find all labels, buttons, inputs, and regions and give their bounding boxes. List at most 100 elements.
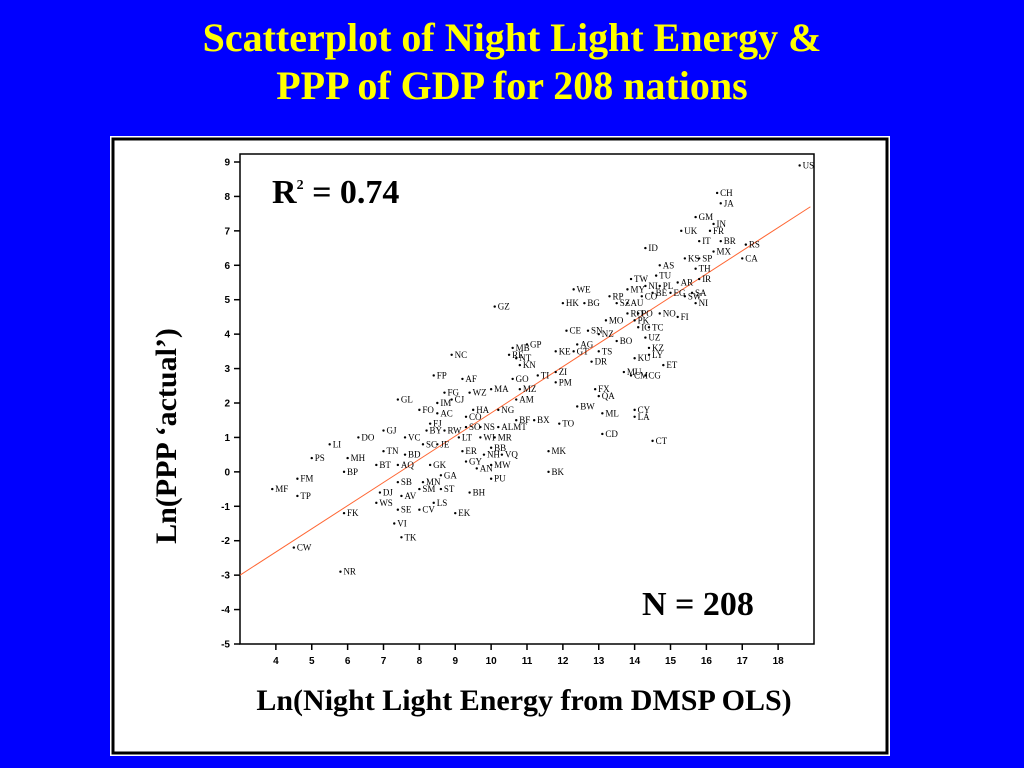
data-point-fo (418, 408, 421, 412)
point-label: GO (516, 374, 529, 384)
page-title: Scatterplot of Night Light Energy & PPP … (0, 14, 1024, 110)
data-point-po (637, 312, 640, 315)
data-point-bg (583, 301, 586, 305)
point-label: SN (591, 326, 603, 336)
point-label: BP (347, 467, 358, 477)
data-point-ag (576, 343, 579, 346)
data-point-mw (489, 463, 493, 467)
data-point-vq (500, 453, 504, 456)
data-point-cv (418, 508, 421, 511)
data-point-je (436, 443, 439, 446)
point-label: KS (688, 253, 700, 263)
point-label: MW (494, 460, 511, 470)
data-point-fr (708, 229, 712, 233)
data-point-li (328, 443, 331, 446)
data-point-ml (601, 412, 604, 415)
x-tick-label: 15 (665, 656, 677, 667)
point-label: HK (566, 298, 579, 308)
data-point-re (507, 353, 511, 356)
point-label: DJ (383, 488, 393, 498)
point-label: GT (577, 346, 589, 356)
data-point-gj (382, 429, 385, 432)
point-label: CA (745, 253, 758, 263)
point-label: MX (717, 247, 732, 257)
data-point-la (633, 415, 636, 418)
point-label: BB (494, 443, 506, 453)
data-point-ku (633, 357, 636, 360)
point-label: PS (315, 453, 325, 463)
data-point-bf (515, 419, 518, 422)
data-point-mf (271, 487, 274, 491)
data-point-fg (443, 391, 446, 394)
data-point-mn (421, 480, 425, 484)
point-label: SP (702, 253, 712, 263)
chart-panel: 9 8 7 6 5 4 3 2 1 0 -1 -2 -3 -4 -5 4 5 6 7 8 9 10 11 12 13 14 15 16… (110, 136, 890, 756)
point-label: SB (401, 477, 412, 487)
data-point-do (357, 436, 360, 439)
point-label: LT (462, 432, 473, 442)
data-point-bw (576, 405, 579, 408)
point-label: BH (473, 488, 486, 498)
data-point-ch (715, 191, 719, 195)
x-tick-label: 14 (629, 656, 641, 667)
data-point-dj (378, 491, 382, 494)
data-point-ke (554, 350, 557, 353)
data-point-tp (296, 494, 299, 498)
point-label: SM (422, 484, 435, 494)
data-point-th (694, 267, 697, 270)
data-point-pk (633, 319, 636, 322)
data-point-am (515, 398, 518, 401)
data-point-uz (644, 336, 647, 339)
point-label: RS (749, 240, 760, 250)
y-axis-label: Ln(PPP ‘actual’) (150, 328, 183, 544)
point-label: FX (598, 384, 610, 394)
point-label: RE (512, 350, 524, 360)
y-tick-label: 4 (224, 330, 230, 341)
point-label: AU (630, 298, 643, 308)
point-label: MN (426, 477, 441, 487)
y-tick-label: 7 (224, 226, 230, 237)
title-line-1: Scatterplot of Night Light Energy & (202, 15, 822, 60)
y-tick-label: 5 (224, 295, 230, 306)
data-point-my (626, 288, 629, 291)
point-label: PL (663, 281, 674, 291)
x-tick-label: 17 (737, 656, 749, 667)
data-point-lt (457, 436, 461, 439)
r2-prefix: R (272, 174, 297, 211)
data-point-ar (676, 281, 679, 284)
data-point-sa (690, 291, 694, 295)
x-tick-label: 7 (381, 656, 387, 667)
data-point-au (626, 301, 629, 305)
point-label: SA (695, 288, 707, 298)
point-label: LS (437, 498, 448, 508)
data-point-sc (421, 443, 425, 446)
data-point-dr (590, 360, 593, 363)
point-label: MU (627, 367, 642, 377)
point-label: IR (702, 274, 711, 284)
point-label: TW (634, 274, 648, 284)
point-label: SO (469, 422, 481, 432)
data-point-mz (518, 388, 522, 391)
data-point-fx (593, 388, 597, 391)
point-label: ET (666, 360, 677, 370)
point-label: AR (681, 278, 694, 288)
x-tick-label: 10 (486, 656, 498, 667)
point-label: AG (580, 339, 593, 349)
data-point-uk (680, 229, 683, 233)
data-point-gz (493, 305, 496, 308)
point-label: VQ (505, 450, 518, 460)
point-label: SZ (620, 298, 631, 308)
point-label: NL (648, 281, 660, 291)
point-label: IM (440, 398, 451, 408)
point-label: SW (688, 291, 702, 301)
y-tick-label: -2 (221, 536, 230, 547)
point-label: BO (620, 336, 633, 346)
data-point-mh (346, 456, 349, 460)
point-label: ER (465, 446, 477, 456)
data-point-gt (572, 350, 575, 353)
point-label: BY (430, 426, 443, 436)
point-label: TI (541, 370, 550, 380)
point-label: ML (605, 408, 619, 418)
data-point-bt (375, 463, 378, 467)
point-label: LI (333, 439, 342, 449)
